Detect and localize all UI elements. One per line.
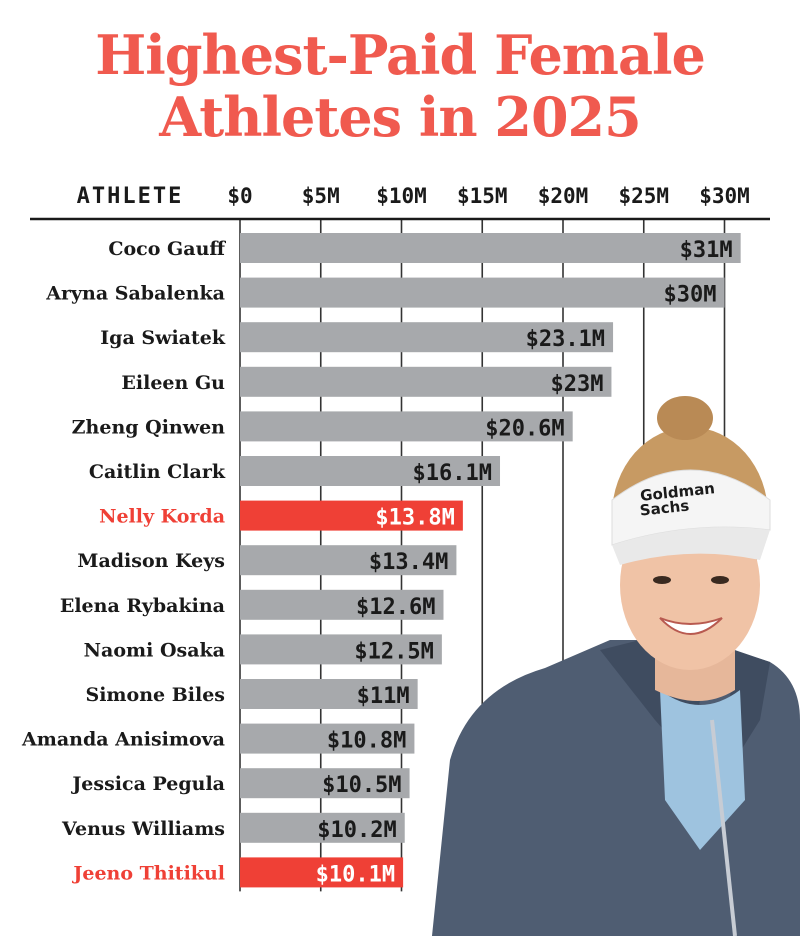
value-label-13: $10.2M [317, 818, 396, 843]
category-label-3: Eileen Gu [121, 372, 225, 394]
zipper-line [710, 719, 737, 936]
category-label-8: Elena Rybakina [60, 595, 225, 617]
value-label-1: $30M [664, 283, 717, 308]
bar-5 [240, 456, 501, 486]
bar-2 [240, 322, 614, 353]
value-label-9: $12.5M [354, 639, 433, 664]
chart-title-line-1: Highest-Paid Female [95, 23, 706, 87]
category-label-13: Venus Williams [61, 818, 225, 840]
value-label-11: $10.8M [327, 729, 406, 754]
category-labels: Coco Gauff Aryna Sabalenka Iga Swiatek Eile… [21, 238, 226, 884]
category-label-7: Madison Keys [77, 550, 225, 572]
value-label-0: $31M [680, 238, 733, 263]
shirt-shape [660, 690, 745, 850]
value-label-14: $10.1M [316, 862, 395, 887]
category-label-9: Naomi Osaka [84, 639, 225, 661]
category-label-11: Amanda Anisimova [21, 729, 225, 751]
category-header: ATHLETE [77, 184, 184, 209]
value-label-8: $12.6M [356, 595, 435, 620]
tick-label-6: $30M [699, 184, 750, 208]
value-label-2: $23.1M [526, 327, 605, 352]
bar-14 [240, 857, 404, 888]
left-eye-shape [653, 576, 671, 584]
category-label-1: Aryna Sabalenka [45, 283, 225, 305]
golfer-photo: Goldman Sachs [432, 396, 800, 936]
bar-12 [240, 768, 410, 799]
tick-label-5: $25M [618, 184, 669, 208]
tick-label-3: $15M [457, 184, 508, 208]
chart-title-line-2: Athletes in 2025 [159, 85, 641, 149]
bar-13 [240, 812, 405, 843]
tick-label-0: $0 [227, 184, 252, 208]
bar-11 [240, 723, 415, 754]
chart-title: Highest-Paid Female Athletes in 2025 [0, 24, 800, 148]
value-label-5: $16.1M [413, 461, 492, 486]
value-label-4: $20.6M [485, 416, 564, 441]
value-label-3: $23M [550, 372, 603, 397]
tick-label-2: $10M [376, 184, 427, 208]
smile-shape [659, 617, 723, 635]
category-label-6: Nelly Korda [99, 506, 225, 528]
bar-0 [240, 233, 741, 263]
bar-8 [240, 589, 444, 620]
visor-brim-shape [612, 527, 770, 565]
bar-6 [240, 500, 463, 531]
bar-9 [240, 634, 442, 665]
category-label-2: Iga Swiatek [100, 327, 226, 349]
axis: ATHLETE $0 $5M $10M $15M $20M $25M $30M [30, 184, 770, 221]
bar-7 [240, 545, 457, 576]
category-label-5: Caitlin Clark [89, 461, 226, 483]
category-label-14: Jeeno Thitikul [71, 862, 225, 884]
value-label-10: $11M [357, 684, 410, 709]
category-label-0: Coco Gauff [108, 238, 226, 260]
bar-4 [240, 411, 573, 442]
category-label-4: Zheng Qinwen [72, 416, 226, 438]
bar-10 [240, 679, 418, 709]
category-label-12: Jessica Pegula [70, 773, 225, 795]
value-labels: $31M $30M $23.1M $23M $20.6M $16.1M $13.8M $13.… [316, 238, 733, 887]
value-label-7: $13.4M [369, 550, 448, 575]
category-label-10: Simone Biles [85, 684, 225, 706]
tick-label-1: $5M [302, 184, 340, 208]
bar-1 [240, 277, 725, 308]
visor-text-line-2: Sachs [639, 496, 690, 519]
value-label-6: $13.8M [375, 506, 454, 531]
bars [240, 233, 741, 888]
hair-bun-shape [657, 396, 713, 440]
bar-3 [240, 366, 612, 397]
tick-label-4: $20M [538, 184, 589, 208]
right-eye-shape [711, 576, 729, 584]
value-label-12: $10.5M [322, 773, 401, 798]
